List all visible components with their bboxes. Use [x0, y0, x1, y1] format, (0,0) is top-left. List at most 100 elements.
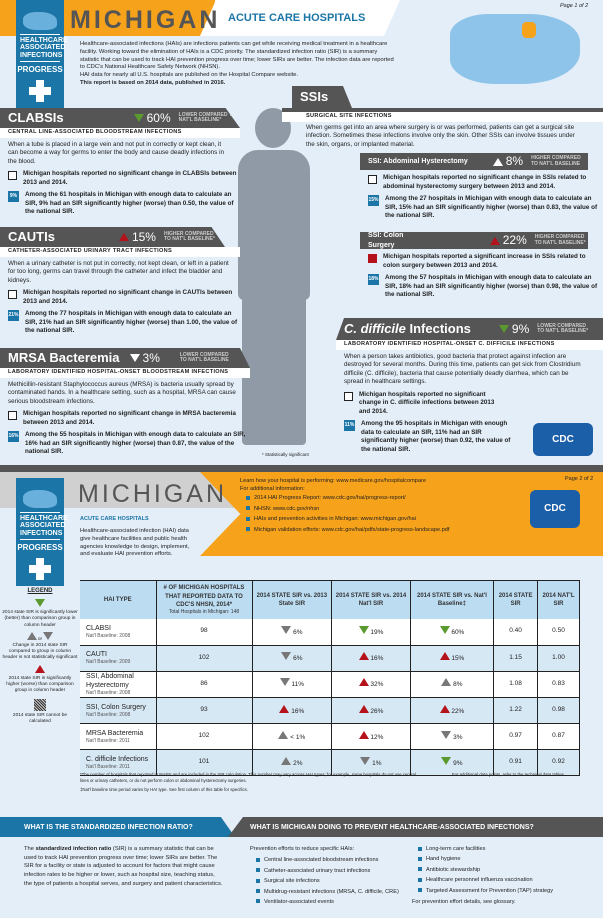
sir-text: The standardized infection ratio (SIR) i…	[24, 845, 224, 888]
page2-label: Page 2 of 2	[565, 476, 594, 482]
bullet-icon	[246, 516, 250, 521]
mrsa-desc: Methicillin-resistant Staphylococcus aur…	[8, 380, 236, 405]
hai-type-cell: C. difficile Infections Nat'l Baseline: 2…	[80, 749, 157, 777]
bullet-icon	[418, 846, 422, 851]
table-row: MRSA Bacteremia Nat'l Baseline: 2011 102 …	[80, 723, 580, 751]
clabsi-desc: When a tube is placed in a large vein an…	[8, 140, 224, 165]
link-progress-report[interactable]: 2014 HAI Progress Report: www.cdc.gov/ha…	[254, 495, 406, 502]
vsnat-cell: 16%	[331, 645, 411, 672]
ssi-abd-title: SSI: Abdominal Hysterectomy	[368, 157, 468, 165]
red-up-arrow-icon	[279, 704, 290, 713]
red-up-arrow-icon	[358, 678, 369, 687]
vs2013-value: 6%	[293, 655, 303, 663]
prevention-item-text: Targeted Assessment for Prevention (TAP)…	[426, 887, 554, 894]
bullet-icon	[246, 527, 250, 532]
badge-progress: PROGRESS	[17, 543, 63, 553]
cauti-subtitle: CATHETER-ASSOCIATED URINARY TRACT INFECT…	[0, 247, 240, 257]
ssi-abd-among: Among the 27 hospitals in Michigan with …	[385, 195, 598, 219]
outline-arrow-down-icon	[43, 631, 54, 640]
prevention-list-item: Catheter-associated urinary tract infect…	[256, 867, 400, 875]
hospitals-cell: 102	[156, 723, 253, 751]
prevention-list-item: Healthcare personnel influenza vaccinati…	[418, 876, 592, 884]
state-sir-cell: 0.97	[493, 723, 539, 751]
vsnat-cell: 12%	[331, 723, 411, 751]
sir-heading: WHAT IS THE STANDARDIZED INFECTION RATIO…	[24, 824, 193, 831]
nat-sir-cell: 0.87	[537, 723, 580, 751]
baseline-year: Nat'l Baseline: 2011	[86, 763, 130, 770]
ssi-colon-pct: 22%	[502, 233, 527, 248]
vsnat-value: 32%	[370, 681, 384, 689]
red-up-arrow-icon	[439, 652, 450, 661]
table-row: SSI, Abdominal Hysterectomy Nat'l Baselin…	[80, 671, 580, 699]
mrsa-pct: 3%	[142, 350, 160, 365]
vsbase-cell: 22%	[410, 697, 495, 725]
us-map-icon	[23, 490, 57, 508]
neutral-up-arrow-icon	[278, 730, 289, 739]
clabsi-among: Among the 61 hospitals in Michigan with …	[25, 191, 234, 216]
mrsa-cmp: LOWER COMPARED TO NAT'L BASELINE	[179, 351, 229, 363]
ssi-tab: SSIs	[292, 86, 352, 108]
neutral-down-arrow-icon	[281, 625, 292, 634]
link-michigan-hai[interactable]: HAIs and prevention activities in Michig…	[254, 516, 416, 523]
arrow-up-icon	[492, 157, 503, 166]
significant-increase-box-icon	[368, 254, 377, 263]
hai-type: CLABSI	[86, 624, 111, 632]
vs2013-value: 11%	[291, 681, 305, 689]
clabsi-percent-badge: 9%	[8, 191, 19, 203]
vsnat-cell: 19%	[331, 619, 411, 646]
green-down-arrow-icon	[439, 625, 450, 634]
bullet-icon	[418, 877, 422, 882]
mrsa-change: Michigan hospitals reported no significa…	[23, 410, 236, 426]
hai-progress-badge-2: HEALTHCARE ASSOCIATED INFECTIONS PROGRESS	[16, 478, 68, 586]
vsbase-cell: 3%	[410, 723, 495, 751]
bullet-icon	[256, 889, 260, 894]
prevention-list-item: Hand hygiene	[418, 855, 592, 863]
mrsa-section: MRSA Bacteremia 3% LOWER COMPARED TO NAT'L…	[0, 348, 250, 457]
col-vs-baseline: 2014 STATE SIR vs. Nat'l Baseline‡	[410, 581, 495, 619]
cauti-percent-badge: 21%	[8, 310, 19, 322]
neutral-up-arrow-icon	[441, 678, 452, 687]
prevention-item-text: Hand hygiene	[426, 856, 461, 863]
cdc-logo-text: CDC	[552, 433, 574, 445]
badge-line: INFECTIONS	[20, 51, 63, 59]
clabsi-title: CLABSIs	[8, 110, 64, 126]
cdiff-title-italic: C. difficile	[344, 321, 406, 337]
clabsi-change: Michigan hospitals reported no significa…	[23, 170, 237, 186]
legend-or: or	[37, 636, 43, 642]
vs2013-value: 6%	[293, 628, 303, 636]
learn-link[interactable]: Learn how your hospital is performing: w…	[240, 478, 426, 484]
bullet-icon	[246, 506, 250, 511]
red-up-arrow-icon	[358, 730, 369, 739]
cauti-among: Among the 77 hospitals in Michigan with …	[25, 310, 238, 335]
page1-intro: Healthcare-associated infections (HAIs) …	[80, 41, 395, 88]
green-down-arrow-icon	[441, 756, 452, 765]
col-hospitals: # OF MICHIGAN HOSPITALS THAT REPORTED DA…	[156, 581, 253, 619]
prevention-list-item: Central line-associated bloodstream infe…	[256, 856, 400, 864]
baseline-year: Nat'l Baseline: 2008	[86, 711, 131, 718]
ssi-subtitle: SURGICAL SITE INFECTIONS	[282, 112, 603, 122]
neutral-up-arrow-icon	[281, 756, 292, 765]
ssi-colon-title: SSI: Colon Surgery	[368, 232, 404, 249]
ssi-abd-cmp: HIGHER COMPARED TO NAT'L BASELINE	[531, 155, 581, 167]
vs2013-value: 16%	[291, 707, 305, 715]
bullet-icon	[418, 867, 422, 872]
ssi-colon-percent-badge: 18%	[368, 274, 379, 285]
sir-text-body: (SIR) is a summary statistic that can be…	[24, 846, 223, 887]
table-footnotes: *The number of hospitals that reported t…	[80, 772, 580, 792]
state-sir-cell: 0.91	[493, 749, 539, 777]
vsnat-value: 1%	[372, 759, 382, 767]
page1-label: Page 1 of 2	[560, 3, 589, 9]
badge-line: HEALTHCARE	[20, 37, 68, 44]
vsnat-cell: 32%	[331, 671, 411, 699]
no-change-box-icon	[8, 171, 17, 181]
hai-type-cell: CLABSI Nat'l Baseline: 2008	[80, 619, 157, 646]
hai-type: CAUTI	[86, 650, 107, 658]
arrow-up-icon	[118, 233, 129, 241]
hai-type-cell: CAUTI Nat'l Baseline: 2009	[80, 645, 157, 672]
vsbase-value: 3%	[453, 733, 463, 741]
neutral-down-arrow-icon	[281, 652, 292, 661]
link-validation[interactable]: Michigan validation efforts: www.cdc.gov…	[254, 526, 450, 533]
mrsa-subtitle: LABORATORY IDENTIFIED HOSPITAL-ONSET BLO…	[0, 368, 250, 378]
vsnat-value: 26%	[370, 707, 384, 715]
link-nhsn[interactable]: NHSN: www.cdc.gov/nhsn	[254, 505, 320, 512]
